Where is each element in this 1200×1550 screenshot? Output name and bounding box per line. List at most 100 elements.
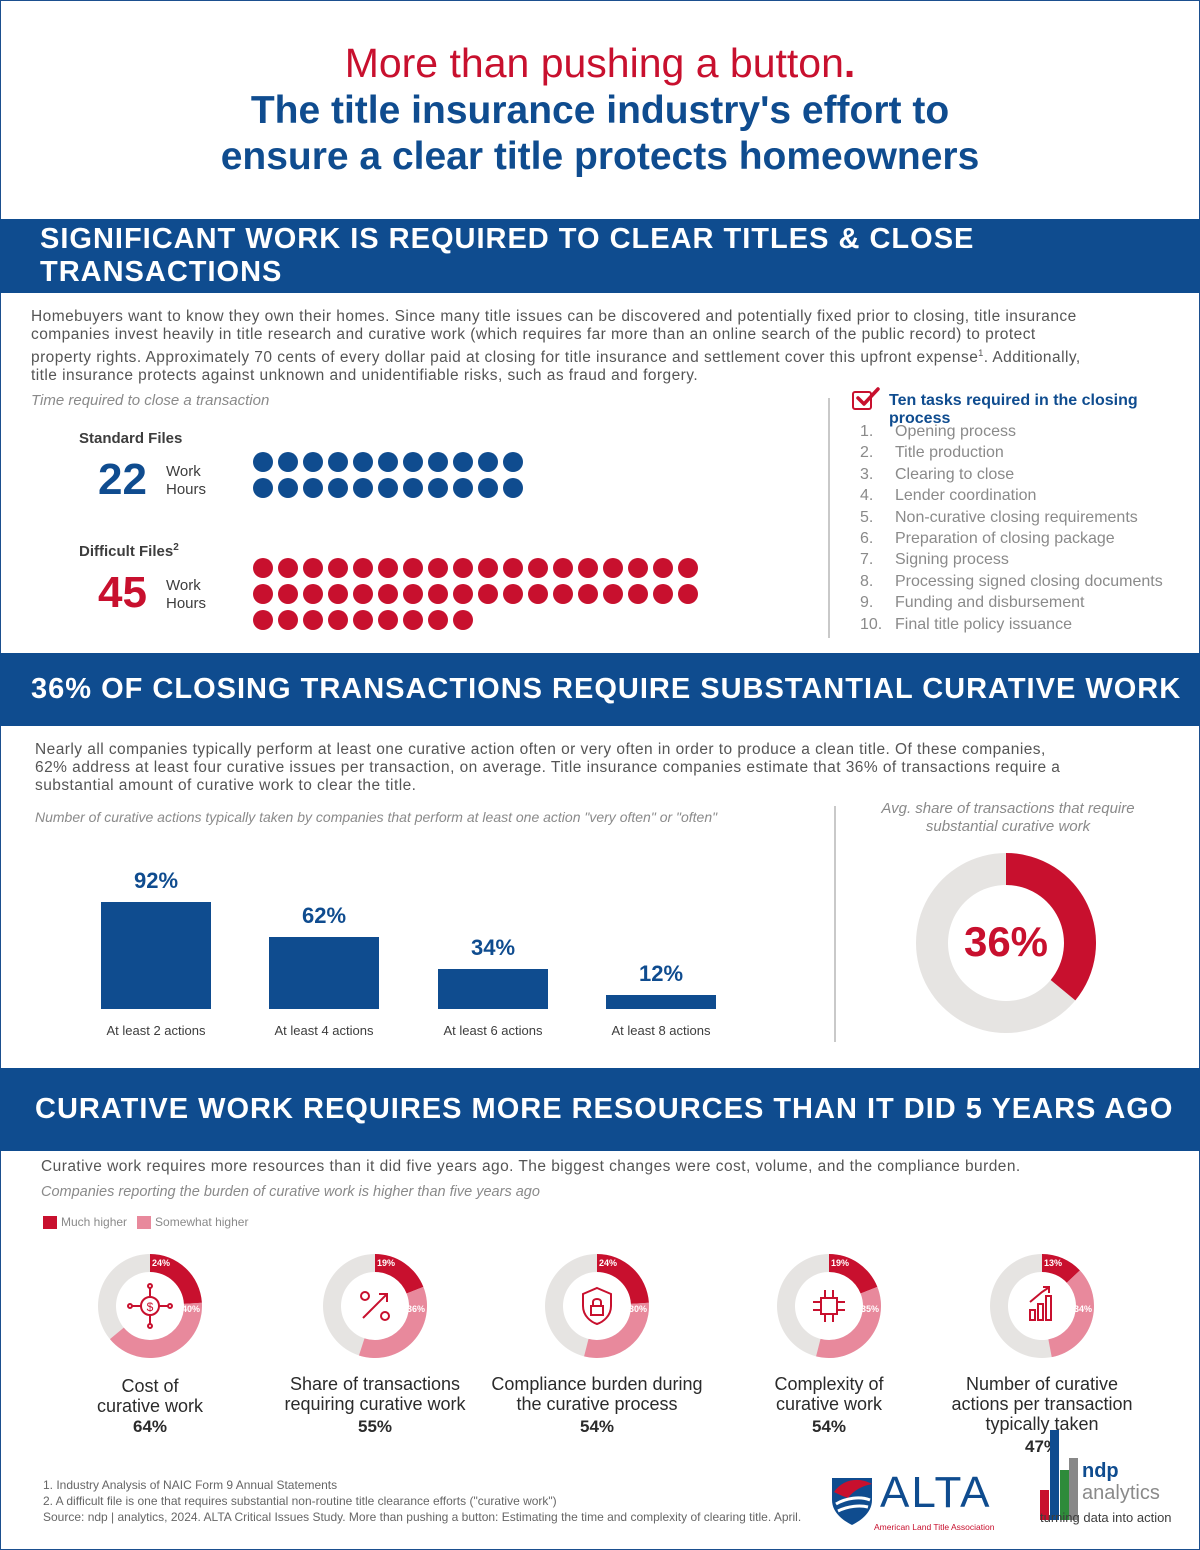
somewhat-higher-value: 30%	[629, 1304, 648, 1314]
burden-total: 55%	[357, 1417, 393, 1436]
alta-subtitle: American Land Title Association	[874, 1522, 995, 1532]
task-number: 1.	[860, 423, 874, 440]
task-label: Clearing to close	[895, 465, 1015, 483]
circuit-icon	[813, 1290, 845, 1322]
task-item: 5. Non-curative closing requirements	[860, 507, 1163, 528]
hour-dot	[628, 558, 648, 578]
section1-paragraph: Homebuyers want to know they own their h…	[31, 308, 1081, 385]
alta-logo: ALTA American Land Title Association	[826, 1468, 1006, 1540]
section2-paragraph: Nearly all companies typically perform a…	[35, 741, 1061, 794]
somewhat-higher-slice	[358, 1286, 427, 1358]
hour-dot	[603, 584, 623, 604]
much-higher-slice	[597, 1254, 649, 1304]
hour-dot	[578, 584, 598, 604]
task-item: 2. Title production	[860, 442, 1163, 463]
standard-hours-dots	[253, 452, 523, 498]
much-higher-slice	[1042, 1254, 1080, 1283]
task-label: Title production	[895, 444, 1004, 462]
task-label: Signing process	[895, 551, 1009, 569]
bar-value-label: 34%	[470, 935, 516, 961]
task-item: 9. Funding and disbursement	[860, 592, 1163, 613]
bar-chart-caption: Number of curative actions typically tak…	[35, 809, 718, 825]
bar-growth-icon	[1029, 1286, 1052, 1321]
task-number: 3.	[860, 465, 874, 483]
donut-share-slice	[1006, 853, 1096, 1001]
hour-dot	[303, 478, 323, 498]
hour-dot	[403, 558, 423, 578]
hour-dot	[428, 478, 448, 498]
bar	[438, 969, 548, 1009]
burden-total: 54%	[579, 1417, 615, 1436]
bar-category-label: At least 8 actions	[611, 1023, 711, 1038]
task-label: Non-curative closing requirements	[895, 508, 1138, 526]
task-number: 4.	[860, 487, 874, 505]
donut-center-value: 36%	[963, 918, 1049, 965]
percent-icon	[360, 1291, 390, 1321]
title-blue-line-1: The title insurance industry's effort to	[250, 89, 950, 132]
burden-donut	[777, 1254, 881, 1358]
difficult-files-label: Difficult Files2	[79, 542, 179, 560]
task-number: 5.	[860, 508, 874, 526]
hour-dot	[628, 584, 648, 604]
time-caption: Time required to close a transaction	[31, 392, 270, 409]
task-label: Funding and disbursement	[895, 594, 1085, 612]
hour-dot	[653, 558, 673, 578]
hour-dot	[303, 452, 323, 472]
hour-dot	[353, 558, 373, 578]
hour-dot	[428, 452, 448, 472]
hour-dot	[478, 452, 498, 472]
much-higher-slice	[150, 1254, 202, 1304]
hour-dot	[428, 584, 448, 604]
hour-dot	[378, 478, 398, 498]
legend: Much higher Somewhat higher	[43, 1215, 258, 1229]
task-item: 4. Lender coordination	[860, 485, 1163, 506]
burden-donut	[545, 1254, 649, 1358]
eagle-shield-icon	[832, 1478, 872, 1525]
bar-category-label: At least 4 actions	[274, 1023, 374, 1038]
hour-dot	[478, 558, 498, 578]
difficult-hours-value: 45	[98, 568, 147, 617]
hour-dot	[478, 584, 498, 604]
task-item: 1. Opening process	[860, 421, 1163, 442]
burden-caption: Compliance burden during the curative pro…	[491, 1374, 703, 1414]
somewhat-higher-value: 36%	[407, 1304, 426, 1314]
section-banner-significant-work: SIGNIFICANT WORK IS REQUIRED TO CLEAR TI…	[0, 219, 1200, 293]
hour-dot	[503, 452, 523, 472]
standard-hours-value: 22	[98, 455, 147, 504]
legend-swatch-much	[43, 1215, 57, 1229]
task-item: 10. Final title policy issuance	[860, 614, 1163, 635]
bar-value-label: 62%	[301, 902, 347, 928]
somewhat-higher-value: 35%	[861, 1304, 880, 1314]
bar-value-label: 92%	[133, 868, 179, 893]
hour-dot	[553, 558, 573, 578]
hour-dot	[278, 584, 298, 604]
task-number: 10.	[860, 615, 883, 633]
task-number: 7.	[860, 551, 874, 569]
legend-much-higher: Much higher	[43, 1215, 127, 1229]
hour-dot	[253, 452, 273, 472]
hour-dot	[678, 558, 698, 578]
hour-dot	[253, 558, 273, 578]
standard-hours-unit: Work Hours	[166, 463, 207, 498]
bar-category-label: At least 2 actions	[106, 1023, 206, 1038]
burden-total: 64%	[132, 1417, 168, 1436]
section3-caption: Companies reporting the burden of curati…	[41, 1184, 540, 1200]
hour-dot	[278, 558, 298, 578]
hour-dot	[503, 584, 523, 604]
hour-dot	[478, 478, 498, 498]
title-blue-line-2: ensure a clear title protects homeowners	[220, 135, 980, 178]
task-item: 3. Clearing to close	[860, 464, 1163, 485]
hour-dot	[253, 584, 273, 604]
hour-dot	[403, 584, 423, 604]
hour-dot	[403, 478, 423, 498]
hour-dot	[378, 610, 398, 630]
ndp-tagline: turning data into action	[1040, 1510, 1172, 1525]
much-higher-value: 19%	[831, 1258, 850, 1268]
hour-dot	[328, 610, 348, 630]
difficult-hours-unit: Work Hours	[166, 577, 207, 612]
hour-dot	[403, 610, 423, 630]
tasks-title: Ten tasks required in the closing proces…	[889, 392, 1138, 427]
much-higher-value: 13%	[1044, 1258, 1063, 1268]
donut-caption: Avg. share of transactions that require …	[881, 800, 1135, 835]
hour-dot	[278, 452, 298, 472]
